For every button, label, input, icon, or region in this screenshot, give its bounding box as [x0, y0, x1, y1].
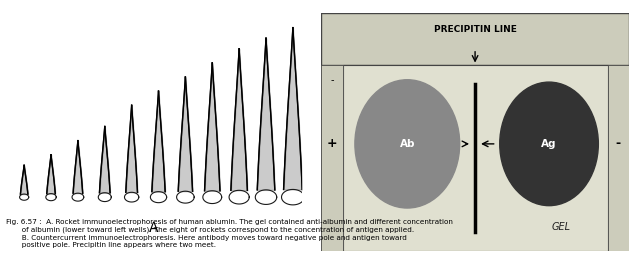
Ellipse shape — [499, 82, 598, 206]
Text: -: - — [330, 75, 334, 85]
Text: PRECIPITIN LINE: PRECIPITIN LINE — [433, 25, 517, 34]
Text: Ab: Ab — [399, 139, 415, 149]
Text: +: + — [327, 137, 337, 150]
Text: A: A — [150, 221, 159, 235]
Text: -: - — [616, 137, 621, 150]
Bar — [321, 65, 343, 251]
Text: GEL: GEL — [552, 222, 571, 232]
Ellipse shape — [355, 80, 460, 208]
Bar — [607, 65, 629, 251]
Text: Ag: Ag — [541, 139, 557, 149]
Text: Fig. 6.57 :  A. Rocket immunoelectrophoresis of human ablumin. The gel contained: Fig. 6.57 : A. Rocket immunoelectrophore… — [6, 219, 453, 248]
Bar — [343, 65, 607, 251]
Bar — [321, 13, 629, 65]
